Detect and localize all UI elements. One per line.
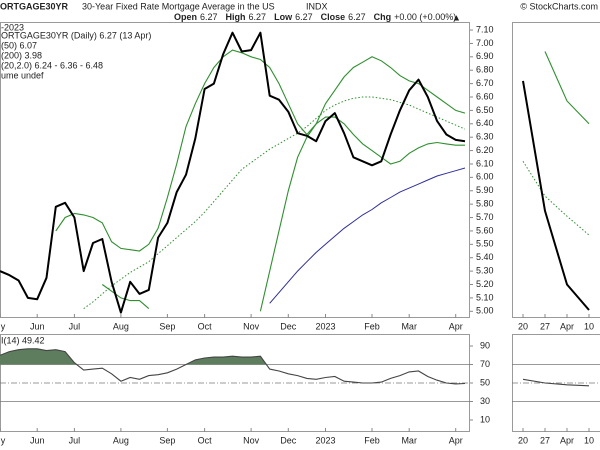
x-tick-label: 20 <box>518 435 528 445</box>
price-panel <box>0 22 470 318</box>
quote-value: 6.27 <box>295 12 313 22</box>
y-tick-label: 5.40 <box>476 252 494 262</box>
x-tick-label: 2023 <box>315 435 335 445</box>
legend-entry: (50) 6.07 <box>1 40 37 50</box>
x-tick-label: 10 <box>584 321 594 331</box>
legend-entry: (200) 3.98 <box>1 50 42 60</box>
rsi-line <box>0 348 466 385</box>
quote-value: 6.27 <box>200 12 218 22</box>
y-tick-label: 6.60 <box>476 91 494 101</box>
x-tick-label: Mar <box>401 435 417 445</box>
price-lines <box>0 31 466 314</box>
x-tick-label: Dec <box>280 321 297 331</box>
y-tick-label: 6.10 <box>476 158 494 168</box>
x-tick-label: Feb <box>364 321 380 331</box>
y-tick-label: 5.70 <box>476 212 494 222</box>
y-tick-label: 6.50 <box>476 105 494 115</box>
y-tick-label: 6.40 <box>476 118 494 128</box>
x-tick-label: Dec <box>280 435 297 445</box>
y-tick-label: 7.10 <box>476 24 494 34</box>
x-tick-label: Feb <box>364 435 380 445</box>
quote-label: Open <box>174 12 197 22</box>
quote-label: Chg <box>374 12 392 22</box>
rsi-lines <box>0 348 466 385</box>
rsi-legend: I(14) 49.42 <box>1 335 45 345</box>
y-tick-label: 6.80 <box>476 65 494 75</box>
source: © StockCharts.com <box>520 1 598 11</box>
band-line <box>55 49 466 252</box>
x-tick-label: Nov <box>243 435 260 445</box>
x-tick-label: Jun <box>30 435 45 445</box>
x-tick-label: y <box>1 321 6 331</box>
x-tick-label: Nov <box>243 321 260 331</box>
quote-value: 6.27 <box>348 12 366 22</box>
x-tick-label: 10 <box>584 435 594 445</box>
y-tick-label: 5.00 <box>476 306 494 316</box>
legend-entry: ume undef <box>1 70 44 80</box>
x-tick-label: Apr <box>560 321 574 331</box>
x-tick-label: Sep <box>159 435 175 445</box>
chart-title: 30-Year Fixed Rate Mortgage Average in t… <box>82 1 275 11</box>
quote-line: Open 6.27 High 6.27 Low 6.27 Close 6.27 Chg +0.00… <box>174 12 456 22</box>
price-lines <box>522 51 590 311</box>
rsi-y-tick-label: 30 <box>480 396 490 406</box>
x-tick-label: Apr <box>449 321 463 331</box>
up-arrow: ▲ <box>452 12 461 22</box>
x-tick-label: Apr <box>449 435 463 445</box>
quote-value: 6.27 <box>249 12 267 22</box>
legend-entry: (20,2.0) 6.24 - 6.36 - 6.48 <box>1 60 103 70</box>
x-tick-label: 27 <box>540 435 550 445</box>
symbol: ORTGAGE30YR <box>0 1 69 11</box>
band-line <box>544 51 590 125</box>
y-tick-label: 6.70 <box>476 78 494 88</box>
rsi-lines <box>522 378 590 387</box>
x-tick-label: Oct <box>198 435 213 445</box>
series-line <box>522 161 590 236</box>
quote-label: Low <box>274 12 293 22</box>
rsi-y-tick-label: 70 <box>480 359 490 369</box>
x-tick-label: 27 <box>540 321 550 331</box>
y-tick-label: 6.90 <box>476 51 494 61</box>
y-tick-label: 5.80 <box>476 199 494 209</box>
price-panel <box>512 22 600 318</box>
quote-label: High <box>226 12 246 22</box>
x-tick-label: Jul <box>69 321 81 331</box>
rsi-line <box>522 378 590 387</box>
x-tick-label: Aug <box>113 435 129 445</box>
y-tick-label: 5.30 <box>476 265 494 275</box>
quote-label: Close <box>321 12 346 22</box>
series-line <box>0 31 466 314</box>
x-tick-label: Aug <box>113 321 129 331</box>
y-tick-label: 5.90 <box>476 185 494 195</box>
rsi-y-tick-label: 90 <box>480 340 490 350</box>
x-tick-label: Jun <box>30 321 45 331</box>
exchange: INDX <box>306 1 328 11</box>
y-tick-label: 6.00 <box>476 172 494 182</box>
series-line <box>269 167 466 304</box>
x-tick-label: y <box>1 435 6 445</box>
x-tick-label: 2023 <box>315 321 335 331</box>
y-tick-label: 5.10 <box>476 292 494 302</box>
y-tick-label: 7.00 <box>476 38 494 48</box>
date-range: -2023 <box>1 22 24 32</box>
y-tick-label: 6.20 <box>476 145 494 155</box>
x-tick-label: Sep <box>159 321 175 331</box>
x-tick-label: Oct <box>198 321 213 331</box>
x-tick-label: Apr <box>560 435 574 445</box>
quote-value: +0.00 (+0.00%) <box>394 12 456 22</box>
rsi-y-tick-label: 50 <box>480 377 490 387</box>
x-tick-label: Jul <box>69 435 81 445</box>
series-line <box>522 80 590 311</box>
y-tick-label: 5.50 <box>476 239 494 249</box>
x-tick-label: Mar <box>401 321 417 331</box>
x-tick-label: 20 <box>518 321 528 331</box>
rsi-y-tick-label: 10 <box>480 414 490 424</box>
legend-entry: ORTGAGE30YR (Daily) 6.27 (13 Apr) <box>1 30 151 40</box>
y-tick-label: 5.60 <box>476 225 494 235</box>
y-tick-label: 5.20 <box>476 279 494 289</box>
y-tick-label: 6.30 <box>476 132 494 142</box>
